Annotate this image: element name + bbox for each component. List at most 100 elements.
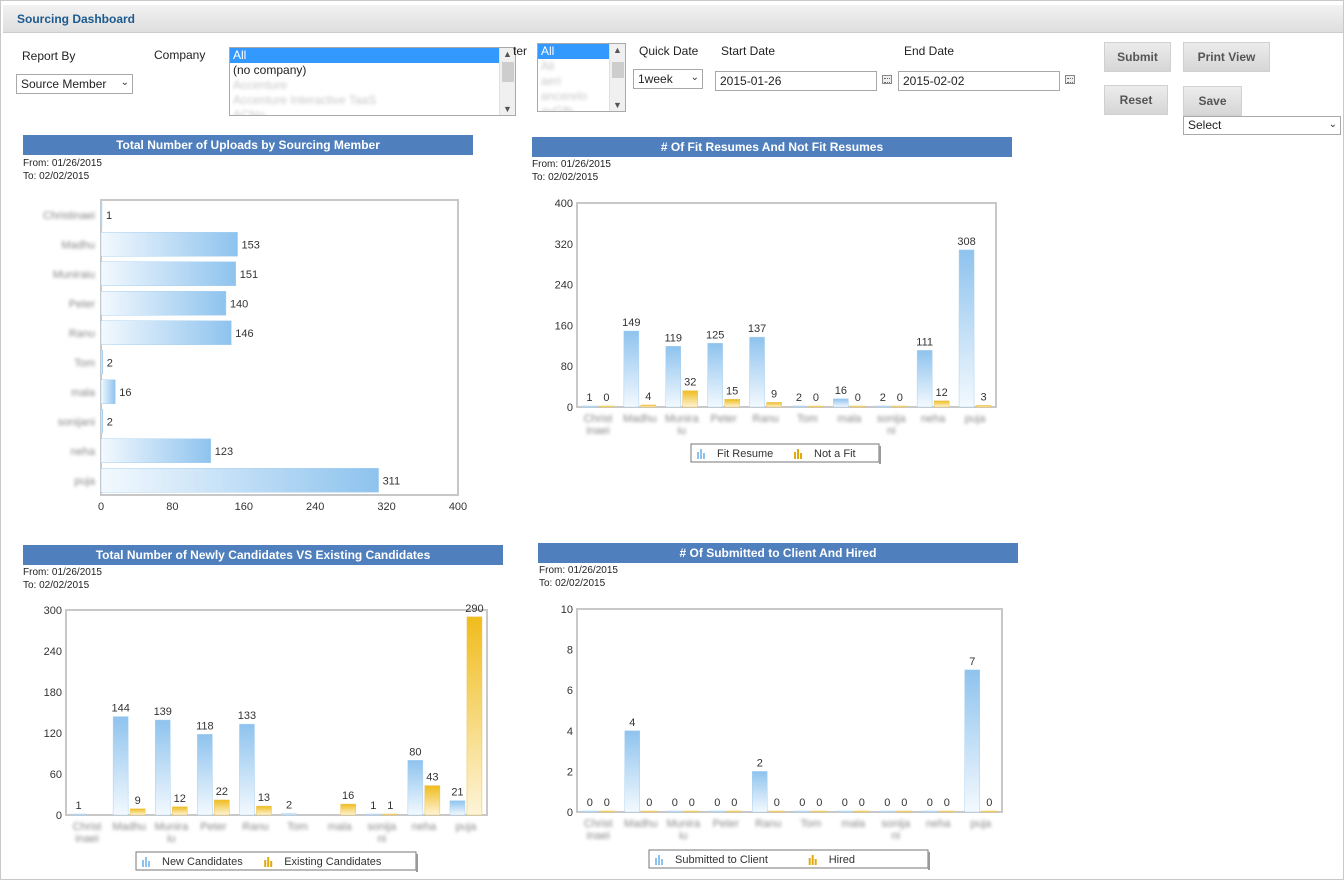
bar (922, 810, 938, 813)
category-label: Tom (797, 413, 818, 425)
data-label: 22 (216, 786, 228, 798)
title-bar: Sourcing Dashboard (3, 5, 1343, 33)
scroll-up-icon[interactable]: ▲ (613, 45, 622, 55)
print-view-button[interactable]: Print View (1183, 42, 1270, 72)
category-label: Munira (666, 818, 701, 830)
legend-icon (697, 452, 699, 459)
submitted-from-date: From: 01/26/2015 (539, 565, 618, 576)
legend-icon (703, 453, 705, 459)
filter-option[interactable]: avGfh (541, 104, 574, 112)
filter-listbox[interactable]: All Ali aeri ancerelo avGfh ▲ ▼ (537, 43, 626, 112)
bar (100, 291, 227, 316)
company-listbox[interactable]: All (no company) Accenture Accenture Int… (229, 47, 516, 116)
uploads-chart-dates: From: 01/26/2015 To: 02/02/2015 (23, 157, 102, 183)
tick-label: 240 (555, 280, 573, 292)
scroll-down-icon[interactable]: ▼ (613, 100, 622, 110)
company-option[interactable]: All (230, 48, 515, 63)
data-label: 0 (986, 797, 992, 809)
bar (172, 806, 188, 816)
bar (958, 249, 975, 408)
scroll-up-icon[interactable]: ▲ (503, 49, 512, 59)
fit-resumes-chart-dates: From: 01/26/2015 To: 02/02/2015 (532, 158, 611, 184)
bar (808, 405, 824, 408)
tick-label: 180 (44, 687, 62, 699)
data-label: 0 (731, 797, 737, 809)
category-label: Tom (74, 357, 95, 369)
category-label: puja (970, 818, 992, 830)
bar (707, 343, 723, 408)
data-label: 1 (370, 800, 376, 812)
report-by-select[interactable]: Source Member ⌄ (16, 74, 133, 94)
chevron-down-icon: ⌄ (120, 77, 129, 88)
tick-label: 6 (567, 685, 573, 697)
fit-resumes-chart-title: # Of Fit Resumes And Not Fit Resumes (532, 137, 1012, 157)
category-label: Muniraiu (53, 269, 95, 281)
data-label: 2 (880, 392, 886, 404)
company-option[interactable]: (no company) (233, 63, 307, 77)
category-label: neha (71, 446, 96, 458)
data-label: 0 (884, 797, 890, 809)
legend-icon (814, 859, 817, 865)
page-title: Sourcing Dashboard (17, 12, 136, 26)
filter-option[interactable]: Ali (541, 59, 555, 73)
category-label: iu (677, 425, 686, 437)
data-label: 15 (726, 385, 738, 397)
category-label: inaei (587, 830, 610, 842)
tick-label: 0 (98, 501, 104, 513)
data-label: 0 (799, 797, 805, 809)
legend-icon (661, 859, 663, 865)
data-label: 2 (107, 416, 113, 428)
start-date-input[interactable]: 2015-01-26 (715, 71, 877, 91)
legend-icon (264, 860, 267, 867)
filter-option[interactable]: ancerelo (541, 89, 588, 103)
company-option[interactable]: ACNo (233, 108, 266, 116)
bar (256, 805, 272, 816)
bar (981, 810, 997, 813)
company-option[interactable]: Accenture Interactive TaaS (233, 93, 377, 107)
category-label: sonijani (58, 416, 95, 428)
legend-label: Not a Fit (814, 448, 856, 460)
legend-icon (658, 855, 660, 865)
category-label: Christ (73, 821, 102, 833)
company-option[interactable]: Accenture (233, 78, 288, 92)
legend-icon (700, 449, 702, 459)
bar (879, 810, 895, 813)
data-label: 137 (748, 323, 766, 335)
data-label: 16 (835, 385, 847, 397)
data-label: 144 (111, 703, 129, 715)
reset-button[interactable]: Reset (1104, 85, 1168, 115)
filter-option[interactable]: All (538, 44, 625, 59)
bar (466, 616, 483, 816)
save-button[interactable]: Save (1183, 86, 1242, 116)
saved-report-select[interactable]: Select ⌄ (1183, 116, 1341, 135)
data-label: 0 (672, 797, 678, 809)
calendar-icon[interactable] (882, 75, 892, 84)
end-date-input[interactable]: 2015-02-02 (898, 71, 1060, 91)
bar (100, 468, 379, 493)
tick-label: 160 (235, 501, 253, 513)
filter-option[interactable]: aeri (541, 74, 562, 88)
scroll-down-icon[interactable]: ▼ (503, 104, 512, 114)
data-label: 0 (774, 797, 780, 809)
legend-icon (148, 861, 150, 867)
bar (933, 400, 950, 408)
report-by-label: Report By (22, 49, 76, 63)
uploads-to-date: To: 02/02/2015 (23, 171, 90, 182)
category-label: iu (167, 833, 176, 845)
bar (724, 399, 740, 408)
calendar-icon[interactable] (1065, 75, 1075, 84)
legend-icon (270, 861, 273, 867)
category-label: Madhu (623, 413, 657, 425)
data-label: 12 (174, 793, 186, 805)
bar (641, 810, 657, 813)
filter-scrollbar[interactable]: ▲ ▼ (609, 44, 625, 111)
quick-date-select[interactable]: 1week ⌄ (633, 69, 703, 89)
category-label: puja (74, 475, 96, 487)
data-label: 16 (119, 387, 131, 399)
submit-button[interactable]: Submit (1104, 42, 1171, 72)
chevron-down-icon: ⌄ (1328, 119, 1337, 130)
bar (100, 350, 104, 375)
fit-to-date: To: 02/02/2015 (532, 172, 599, 183)
company-scrollbar[interactable]: ▲ ▼ (499, 48, 515, 115)
data-label: 1 (106, 210, 112, 222)
